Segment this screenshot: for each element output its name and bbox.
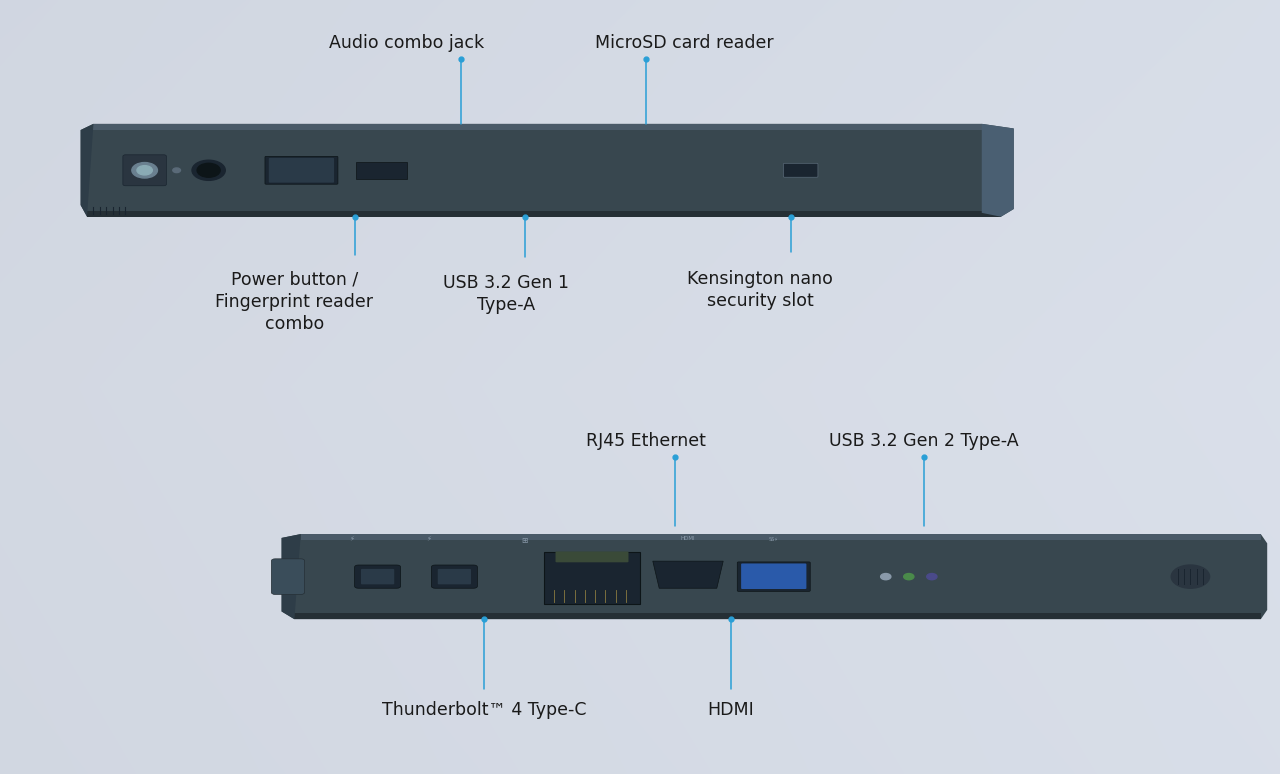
Text: USB 3.2 Gen 1
Type-A: USB 3.2 Gen 1 Type-A xyxy=(443,274,568,314)
Polygon shape xyxy=(282,534,1267,619)
FancyBboxPatch shape xyxy=(556,551,628,562)
Circle shape xyxy=(173,168,180,173)
Circle shape xyxy=(132,163,157,178)
Text: Kensington nano
security slot: Kensington nano security slot xyxy=(687,270,833,310)
Polygon shape xyxy=(93,124,982,130)
FancyBboxPatch shape xyxy=(271,559,305,594)
Circle shape xyxy=(904,574,914,580)
Text: MicroSD card reader: MicroSD card reader xyxy=(595,33,774,52)
FancyBboxPatch shape xyxy=(265,156,338,184)
Text: Audio combo jack: Audio combo jack xyxy=(329,33,485,52)
FancyBboxPatch shape xyxy=(355,565,401,588)
Polygon shape xyxy=(81,124,93,217)
FancyBboxPatch shape xyxy=(356,162,407,179)
FancyBboxPatch shape xyxy=(269,158,334,183)
FancyBboxPatch shape xyxy=(361,569,394,584)
Text: ⊞: ⊞ xyxy=(522,536,527,545)
Text: HDMI: HDMI xyxy=(708,700,754,719)
Circle shape xyxy=(192,160,225,180)
FancyBboxPatch shape xyxy=(741,563,806,589)
FancyBboxPatch shape xyxy=(123,155,166,186)
Text: Thunderbolt™ 4 Type-C: Thunderbolt™ 4 Type-C xyxy=(381,700,586,719)
FancyBboxPatch shape xyxy=(783,163,818,177)
Circle shape xyxy=(881,574,891,580)
Circle shape xyxy=(197,163,220,177)
Polygon shape xyxy=(982,124,1014,217)
Polygon shape xyxy=(294,613,1261,619)
FancyBboxPatch shape xyxy=(737,562,810,591)
Polygon shape xyxy=(653,561,723,588)
Text: ⚡: ⚡ xyxy=(426,536,431,543)
Text: RJ45 Ethernet: RJ45 Ethernet xyxy=(586,432,707,450)
FancyBboxPatch shape xyxy=(438,569,471,584)
Circle shape xyxy=(1171,565,1210,588)
Text: SS⚡: SS⚡ xyxy=(769,536,778,541)
Polygon shape xyxy=(81,124,1014,217)
Polygon shape xyxy=(301,534,1261,540)
Circle shape xyxy=(137,166,152,175)
Text: USB 3.2 Gen 2 Type-A: USB 3.2 Gen 2 Type-A xyxy=(829,432,1019,450)
FancyBboxPatch shape xyxy=(431,565,477,588)
Text: ⚡: ⚡ xyxy=(349,536,355,543)
Polygon shape xyxy=(87,211,1001,217)
Polygon shape xyxy=(282,534,301,619)
Text: HDMI: HDMI xyxy=(681,536,695,541)
Text: Power button /
Fingerprint reader
combo: Power button / Fingerprint reader combo xyxy=(215,271,374,333)
Circle shape xyxy=(927,574,937,580)
FancyBboxPatch shape xyxy=(544,553,640,604)
